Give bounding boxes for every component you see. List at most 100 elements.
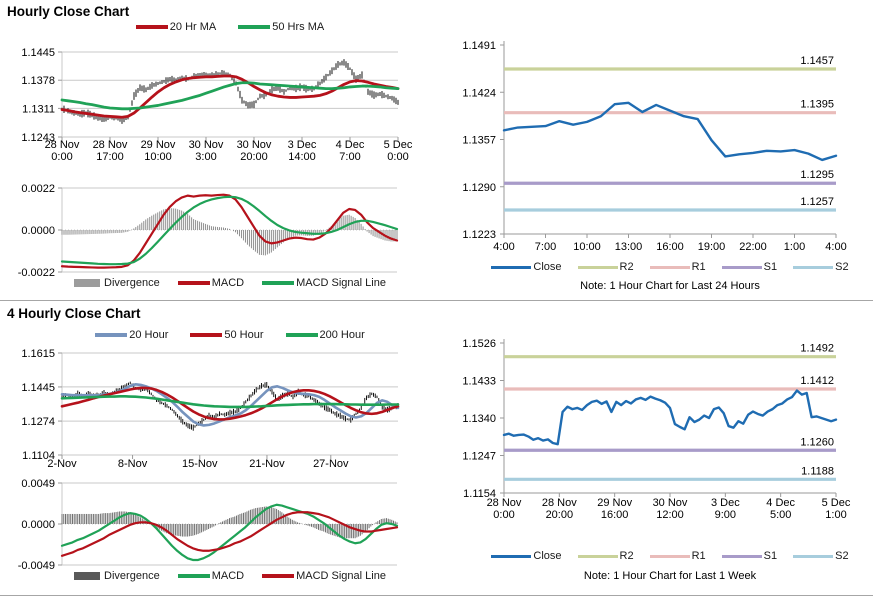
legend-item-macd: MACD	[177, 277, 245, 289]
legend-line-swatch	[577, 265, 618, 269]
level-label-r1: 1.1395	[800, 99, 834, 111]
legend-box-swatch	[74, 279, 101, 287]
hourly-macd-chart: 0.0022 0.0000 -0.0022	[18, 183, 399, 279]
x-tick-label: 1:00	[825, 509, 846, 521]
legend-item-50-hrs-ma: 50 Hrs MA	[238, 21, 324, 33]
legend-line-swatch	[177, 574, 210, 578]
legend-item-200-hour: 200 Hour	[285, 329, 365, 341]
y-tick-label: 1.1290	[462, 182, 496, 194]
x-tick-label: 3:00	[195, 151, 216, 163]
legend-label: 50 Hour	[224, 329, 264, 341]
x-tick-label: 15-Nov	[182, 458, 218, 470]
y-tick-label: 1.1433	[462, 376, 496, 388]
level-label-r1: 1.1412	[800, 375, 834, 387]
legend-label: S2	[835, 550, 849, 562]
x-tick-label: 1:00	[784, 241, 805, 253]
x-tick-label: 10:00	[144, 151, 172, 163]
x-tick-label: 28 Nov	[487, 497, 522, 509]
four-hourly-chart-title: 4 Hourly Close Chart	[7, 306, 141, 321]
legend-item-r1: R1	[649, 261, 706, 273]
legend-item-divergence: Divergence	[74, 277, 160, 289]
four-hourly-macd-chart: 0.0049 0.0000 -0.0049	[18, 478, 399, 572]
y-tick-label: 0.0022	[21, 183, 55, 195]
legend-label: MACD	[211, 277, 245, 289]
x-tick-label: 5 Dec	[384, 139, 413, 151]
x-tick-label: 19:00	[698, 241, 726, 253]
legend-item-s1: S1	[721, 261, 778, 273]
legend-item-macd-signal-line: MACD Signal Line	[262, 277, 386, 289]
legend-line-swatch	[238, 25, 271, 29]
x-tick-label: 29 Nov	[141, 139, 176, 151]
x-tick-label: 9:00	[715, 509, 736, 521]
legend-line-swatch	[177, 281, 210, 285]
x-tick-label: 4 Dec	[336, 139, 365, 151]
legend-label: R2	[619, 550, 634, 562]
x-tick-label: 16:00	[601, 509, 629, 521]
legend-label: 20 Hr MA	[169, 21, 217, 33]
y-tick-label: 1.1274	[21, 416, 55, 428]
x-tick-label: 28 Nov	[45, 139, 80, 151]
legend-line-swatch	[262, 574, 295, 578]
x-tick-label: 30 Nov	[237, 139, 272, 151]
legend-line-swatch	[135, 25, 168, 29]
x-tick-label: 4:00	[493, 241, 514, 253]
legend-line-swatch	[793, 265, 834, 269]
x-tick-label: 0:00	[51, 151, 72, 163]
level-label-r2: 1.1492	[800, 343, 834, 355]
level-label-s2: 1.1257	[800, 196, 834, 208]
legend-line-swatch	[721, 554, 762, 558]
hourly-price-legend: 20 Hr MA 50 Hrs MA	[62, 21, 398, 33]
y-tick-label: 1.1615	[21, 348, 55, 360]
weekly-pivot-note: Note: 1 Hour Chart for Last 1 Week	[583, 570, 757, 582]
x-tick-label: 4:00	[825, 241, 846, 253]
legend-line-swatch	[491, 554, 532, 558]
y-tick-label: 1.1445	[21, 47, 55, 59]
legend-line-swatch	[649, 554, 690, 558]
x-tick-label: 13:00	[615, 241, 643, 253]
x-tick-label: 20:00	[546, 509, 574, 521]
y-tick-label: 1.1311	[22, 103, 55, 115]
x-tick-label: 8-Nov	[118, 458, 148, 470]
legend-line-swatch	[793, 554, 834, 558]
legend-label: 50 Hrs MA	[272, 21, 325, 33]
x-tick-label: 7:00	[339, 151, 360, 163]
legend-item-close: Close	[491, 261, 562, 273]
level-label-s1: 1.1295	[800, 169, 834, 181]
section-divider	[0, 300, 873, 301]
y-tick-label: 1.1357	[462, 135, 496, 147]
x-tick-label: 3 Dec	[711, 497, 740, 509]
legend-label: S1	[763, 261, 778, 273]
y-tick-label: 1.1491	[462, 40, 496, 52]
legend-label: R1	[691, 261, 706, 273]
legend-line-swatch	[262, 281, 295, 285]
x-tick-label: 0:00	[387, 151, 408, 163]
legend-item-macd-signal-line: MACD Signal Line	[262, 570, 386, 582]
legend-box-swatch	[74, 572, 101, 580]
x-tick-label: 17:00	[96, 151, 124, 163]
y-tick-label: 1.1247	[462, 451, 496, 463]
level-label-s2: 1.1188	[801, 465, 834, 477]
legend-line-swatch	[491, 265, 532, 269]
x-tick-label: 3 Dec	[288, 139, 317, 151]
legend-item-s1: S1	[721, 550, 777, 562]
y-tick-label: 1.1378	[21, 75, 55, 87]
four-hourly-price-legend: 20 Hour 50 Hour 200 Hour	[62, 329, 398, 341]
x-tick-label: 2-Nov	[47, 458, 77, 470]
x-tick-label: 0:00	[493, 509, 514, 521]
x-tick-label: 29 Nov	[597, 497, 632, 509]
y-tick-label: 1.1526	[462, 338, 496, 350]
x-tick-label: 27-Nov	[313, 458, 349, 470]
legend-item-macd: MACD	[177, 570, 244, 582]
y-tick-label: 1.1104	[22, 450, 55, 462]
legend-item-s2: S2	[793, 550, 849, 562]
x-tick-label: 4 Dec	[766, 497, 795, 509]
y-tick-label: 0.0000	[21, 225, 55, 237]
legend-line-swatch	[285, 333, 318, 337]
x-tick-label: 10:00	[573, 241, 601, 253]
level-label-r2: 1.1457	[800, 55, 834, 67]
bottom-divider	[0, 595, 873, 596]
x-tick-label: 16:00	[656, 241, 684, 253]
